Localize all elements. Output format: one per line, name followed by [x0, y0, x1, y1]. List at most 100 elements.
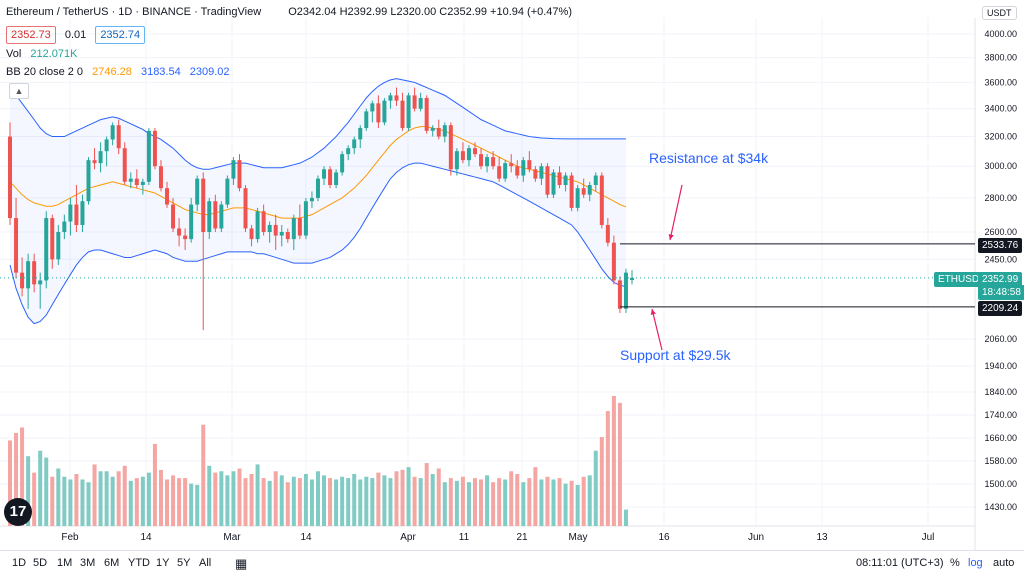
candle-body	[491, 157, 496, 167]
candle-body	[68, 204, 73, 222]
y-tick-label: 3400.00	[984, 104, 1017, 114]
volume-bar	[261, 478, 266, 526]
candle-body	[406, 95, 411, 129]
candle-body	[551, 172, 556, 195]
timeframe-button-3m[interactable]: 3M	[80, 557, 96, 569]
support-annotation: Support at $29.5k	[620, 347, 731, 363]
candle-body	[611, 242, 616, 281]
y-tick-label: 3200.00	[984, 132, 1017, 142]
x-tick-label: 14	[140, 532, 152, 543]
bar-countdown: 18:48:58	[978, 285, 1024, 300]
candle-body	[261, 211, 266, 232]
date-range-icon[interactable]: ▦	[235, 556, 248, 571]
resistance-annotation: Resistance at $34k	[649, 150, 769, 166]
currency-selector[interactable]: USDT	[982, 6, 1017, 20]
candle-body	[32, 261, 37, 285]
volume-bar	[315, 471, 320, 526]
candle-body	[195, 178, 200, 205]
volume-bar	[273, 471, 278, 526]
candle-body	[472, 148, 477, 155]
bollinger-legend: BB 20 close 2 0 2746.28 3183.54 2309.02	[6, 66, 236, 78]
ask-price[interactable]: 2352.74	[95, 26, 146, 44]
volume-bar	[569, 480, 574, 526]
volume-bar	[611, 396, 616, 526]
volume-bar	[68, 479, 73, 526]
volume-bar	[424, 463, 429, 526]
x-tick-label: Feb	[61, 532, 79, 543]
volume-bar	[551, 479, 556, 526]
chart-title: Ethereum / TetherUS · 1D · BINANCE · Tra…	[6, 6, 262, 18]
volume-bar	[20, 427, 25, 526]
candle-body	[285, 231, 290, 240]
timeframe-button-1m[interactable]: 1M	[57, 557, 73, 569]
candle-body	[116, 125, 121, 149]
volume-bar	[334, 479, 339, 526]
timeframe-button-1y[interactable]: 1Y	[156, 557, 170, 569]
volume-bar	[340, 476, 345, 526]
volume-bar	[237, 468, 242, 526]
volume-bar	[243, 478, 248, 526]
x-tick-label: 21	[516, 532, 528, 543]
candle-body	[56, 231, 61, 260]
volume-bar	[152, 443, 157, 526]
bid-price[interactable]: 2352.73	[6, 26, 56, 44]
collapse-legend-icon[interactable]: ▲	[9, 83, 29, 99]
volume-bar	[56, 468, 61, 526]
candle-body	[297, 218, 302, 236]
candle-body	[146, 130, 151, 182]
timeframe-button-5y[interactable]: 5Y	[177, 557, 191, 569]
volume-bar	[382, 475, 387, 526]
candle-body	[509, 163, 514, 167]
volume-bar	[364, 476, 369, 526]
percent-scale-toggle[interactable]: %	[950, 557, 960, 569]
candle-body	[183, 235, 188, 240]
candle-body	[207, 201, 212, 232]
plot-area	[0, 18, 975, 526]
candle-body	[479, 154, 484, 167]
volume-bar	[225, 475, 230, 526]
candle-body	[418, 98, 423, 109]
volume-bar	[116, 471, 121, 526]
volume-bar	[32, 472, 37, 526]
symbol-tag: ETHUSDT	[934, 272, 990, 287]
y-tick-label: 1580.00	[984, 456, 1017, 466]
volume-bar	[503, 479, 508, 526]
volume-bar	[213, 472, 218, 526]
resistance-arrow-head	[668, 234, 674, 240]
y-tick-label: 3800.00	[984, 53, 1017, 63]
volume-bar	[370, 478, 375, 526]
volume-bar	[26, 456, 31, 526]
auto-scale-toggle[interactable]: auto	[993, 557, 1015, 569]
volume-bar	[322, 475, 327, 526]
timeframe-button-5d[interactable]: 5D	[33, 557, 48, 569]
candle-body	[370, 103, 375, 112]
volume-bar	[394, 471, 399, 526]
ohlc-readout: O2342.04 H2392.99 L2320.00 C2352.99 +10.…	[288, 6, 572, 18]
timeframe-button-6m[interactable]: 6M	[104, 557, 120, 569]
y-tick-label: 2800.00	[984, 193, 1017, 203]
y-tick-label: 1940.00	[984, 361, 1017, 371]
x-tick-label: Apr	[400, 532, 416, 543]
candle-body	[74, 204, 79, 225]
candle-body	[533, 169, 538, 179]
volume-bar	[219, 471, 224, 526]
candle-body	[267, 224, 272, 232]
candle-body	[8, 136, 12, 219]
volume-bar	[80, 479, 85, 526]
volume-bar	[460, 476, 465, 526]
candle-body	[26, 261, 31, 289]
timeframe-button-all[interactable]: All	[199, 557, 212, 569]
log-scale-toggle[interactable]: log	[968, 557, 983, 569]
y-tick-label: 1430.00	[984, 502, 1017, 512]
volume-bar	[430, 474, 435, 526]
candle-body	[14, 218, 19, 273]
candle-body	[515, 166, 520, 176]
candle-body	[177, 228, 182, 236]
timeframe-button-1d[interactable]: 1D	[12, 557, 27, 569]
volume-bar	[575, 484, 580, 526]
volume-bar	[303, 474, 308, 526]
timeframe-button-ytd[interactable]: YTD	[128, 557, 150, 569]
y-tick-label: 3600.00	[984, 77, 1017, 87]
candle-body	[412, 95, 417, 109]
